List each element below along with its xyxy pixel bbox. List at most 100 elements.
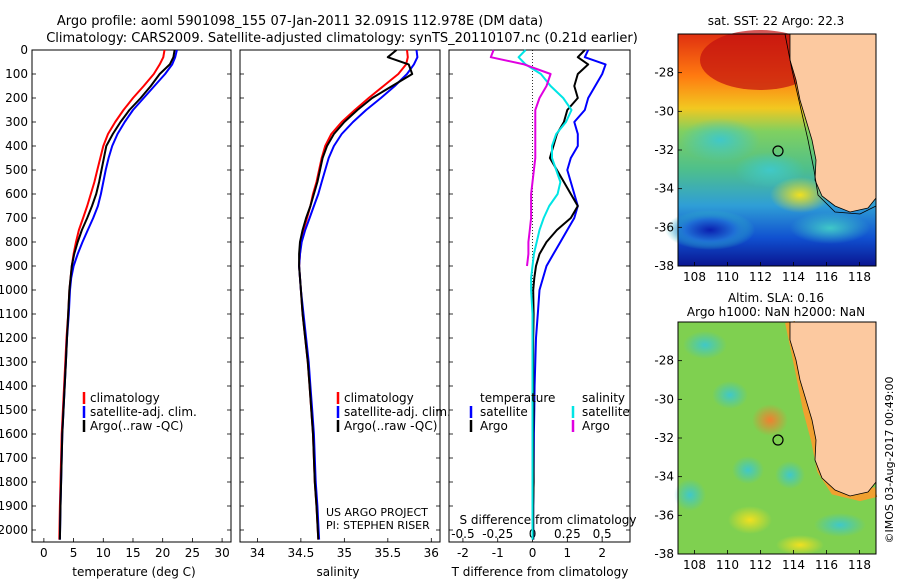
x-tick-label: 2 [598, 546, 606, 560]
land-australia [789, 33, 877, 213]
series-t-satellite [532, 49, 607, 540]
depth-tick-label: 900 [5, 259, 28, 273]
lon-tick-label: 108 [683, 270, 706, 284]
difference-legend: temperature satellite Argo salinity sate… [460, 391, 637, 527]
depth-tick-label: 1600 [0, 427, 28, 441]
difference-plot: -2 -1 0 1 2-0.5 -0.25 0 0.25 0.5 [451, 49, 612, 560]
sla-low [712, 381, 748, 409]
legend-satellite-label: satellite-adj. clim. [344, 405, 451, 419]
legend-temperature-title: temperature [480, 391, 555, 405]
x-tick-label: 30 [214, 546, 229, 560]
lat-tick-label: -28 [654, 354, 674, 368]
lon-tick-label: 108 [683, 558, 706, 572]
sst-cool-patch [790, 212, 870, 244]
lon-tick-label: 112 [749, 558, 772, 572]
sst-cool-patch [680, 118, 760, 162]
x-tick-label: -1 [492, 546, 504, 560]
legend-argo-label: Argo(..raw -QC) [344, 419, 437, 433]
figure-title-line1: Argo profile: aoml 5901098_155 07-Jan-20… [57, 14, 543, 29]
lat-tick-label: -38 [654, 547, 674, 561]
lon-tick-label: 116 [815, 270, 838, 284]
series-argo-raw-qc- [298, 49, 414, 540]
series-s-argo [489, 49, 552, 267]
lat-tick-label: -32 [654, 143, 674, 157]
sla-high [728, 506, 772, 534]
series-s-satellite [517, 49, 573, 540]
sla-high [776, 535, 824, 555]
depth-tick-label: 0 [20, 43, 28, 57]
depth-tick-label: 1300 [0, 355, 28, 369]
isobath-line [784, 33, 877, 215]
sla-high [752, 404, 788, 436]
legend-s-argo-label: Argo [582, 419, 610, 433]
sst-cold-patch [665, 210, 755, 250]
temperature-legend: climatology satellite-adj. clim. Argo(..… [82, 391, 197, 433]
salinity-panel [239, 49, 441, 543]
lon-tick-label: 116 [815, 558, 838, 572]
land-australia [789, 321, 877, 497]
s-tick-label: -0.5 [451, 527, 474, 541]
sla-low [814, 513, 866, 537]
project-label: US ARGO PROJECT [326, 506, 428, 519]
x-tick-label: 0 [40, 546, 48, 560]
depth-tick-label: 100 [5, 67, 28, 81]
depth-tick-label: 1400 [0, 379, 28, 393]
lat-tick-label: -30 [654, 392, 674, 406]
sst-map-title: sat. SST: 22 Argo: 22.3 [708, 14, 845, 28]
lon-tick-label: 114 [782, 270, 805, 284]
x-tick-label: 10 [96, 546, 111, 560]
legend-t-argo-label: Argo [480, 419, 508, 433]
legend-s-satellite-label: satellite [582, 405, 630, 419]
lon-tick-label: 112 [749, 270, 772, 284]
sst-map-axes: 108 110 112 114 116 118 -28 -30 -32 -34 -36 -38 [654, 66, 871, 284]
depth-tick-label: 400 [5, 139, 28, 153]
depth-tick-label: 1200 [0, 331, 28, 345]
s-tick-label: 0.25 [554, 527, 581, 541]
legend-satellite-label: satellite-adj. clim. [90, 405, 197, 419]
figure-title-line2: Climatology: CARS2009. Satellite-adjuste… [46, 31, 638, 46]
sla-map-axes: 108 110 112 114 116 118 -28 -30 -32 -34 -36 -38 [654, 354, 871, 572]
argo-float-marker [772, 145, 784, 157]
depth-axis: 0 100 200 300 400 500 600 700 800 900 1000 1100 1200… [0, 43, 630, 537]
sla-map-title: Altim. SLA: 0.16 [728, 291, 824, 305]
depth-tick-label: 2000 [0, 523, 28, 537]
x-tick-label: 1 [564, 546, 572, 560]
x-tick-label: 34 [250, 546, 265, 560]
lat-tick-label: -28 [654, 66, 674, 80]
sla-low [775, 461, 805, 489]
depth-tick-label: 1700 [0, 451, 28, 465]
t-difference-axis-label: T difference from climatology [451, 565, 629, 579]
x-tick-label: -2 [457, 546, 469, 560]
sla-low [674, 479, 706, 511]
x-tick-label: 35 [337, 546, 352, 560]
depth-tick-label: 600 [5, 187, 28, 201]
depth-tick-label: 1900 [0, 499, 28, 513]
sla-map-subtitle: Argo h1000: NaN h2000: NaN [687, 305, 865, 319]
lon-tick-label: 110 [716, 558, 739, 572]
x-tick-label: 0 [529, 546, 537, 560]
lat-tick-label: -38 [654, 259, 674, 273]
depth-tick-label: 500 [5, 163, 28, 177]
legend-climatology-label: climatology [344, 391, 414, 405]
x-tick-label: 5 [70, 546, 78, 560]
x-tick-label: 36 [424, 546, 439, 560]
legend-climatology-label: climatology [90, 391, 160, 405]
series-argo-raw-qc- [58, 49, 176, 540]
s-tick-label: -0.25 [482, 527, 513, 541]
s-tick-label: 0.5 [593, 527, 612, 541]
sla-low [732, 456, 764, 484]
s-difference-axis-title: S difference from climatology [460, 513, 637, 527]
temperature-axis-label: temperature (deg C) [72, 565, 195, 579]
temperature-panel [31, 49, 232, 543]
x-tick-label: 35.5 [374, 546, 401, 560]
x-tick-label: 20 [155, 546, 170, 560]
lon-tick-label: 118 [848, 270, 871, 284]
depth-tick-label: 1500 [0, 403, 28, 417]
sst-map: sat. SST: 22 Argo: 22.3 [665, 14, 877, 267]
lon-tick-label: 118 [848, 558, 871, 572]
legend-argo-label: Argo(..raw -QC) [90, 419, 183, 433]
lat-tick-label: -34 [654, 470, 674, 484]
argo-float-marker [772, 434, 784, 446]
lat-tick-label: -32 [654, 431, 674, 445]
lat-tick-label: -30 [654, 104, 674, 118]
